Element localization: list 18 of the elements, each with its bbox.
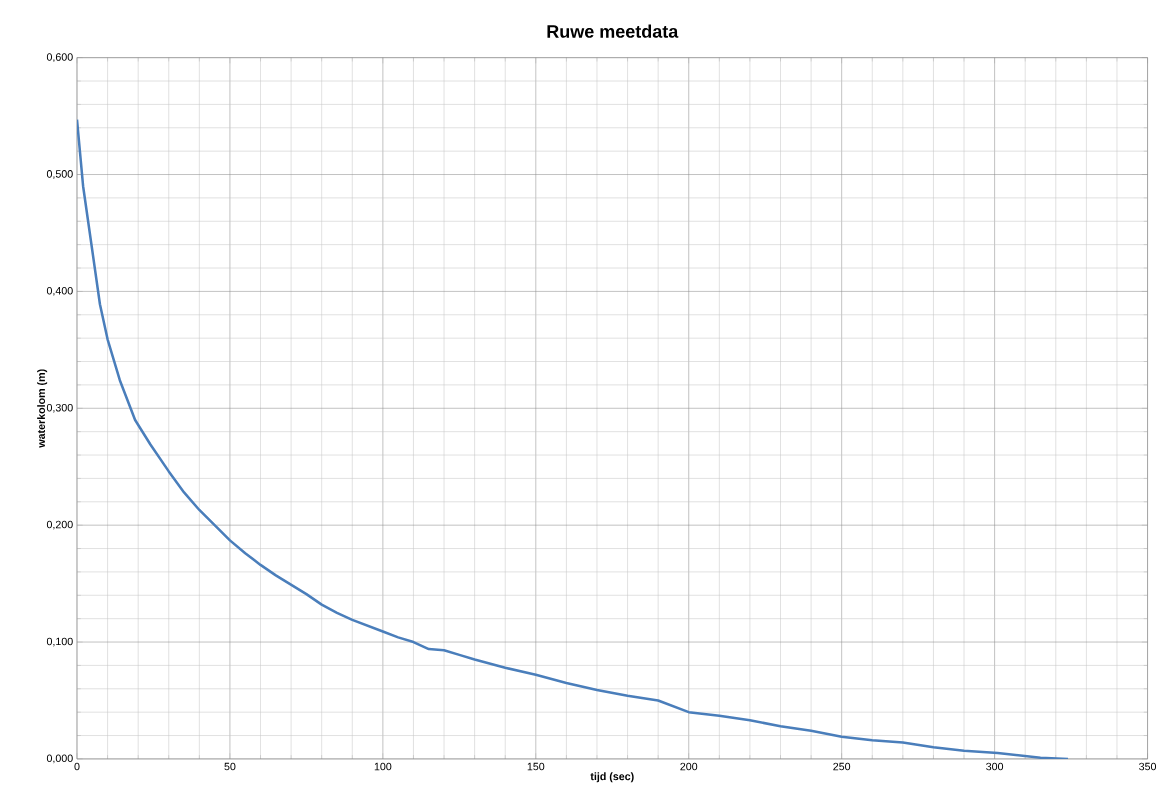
x-tick-label: 300 — [986, 762, 1004, 771]
y-tick-label: 0,400 — [46, 287, 73, 296]
x-tick-label: 150 — [527, 762, 545, 771]
x-tick-label: 250 — [833, 762, 851, 771]
y-tick-label: 0,100 — [46, 637, 73, 647]
y-axis-title: waterkolom (m) — [37, 369, 48, 448]
x-tick-label: 50 — [224, 762, 236, 771]
y-tick-label: 0,200 — [46, 520, 73, 530]
x-tick-label: 100 — [374, 762, 392, 771]
y-tick-label: 0,000 — [46, 754, 73, 764]
y-tick-label: 0,500 — [46, 170, 73, 179]
chart-title: Ruwe meetdata — [547, 24, 679, 38]
x-axis-title: tijd (sec) — [590, 772, 634, 783]
x-tick-label: 350 — [1139, 762, 1157, 771]
y-tick-label: 0,600 — [46, 53, 73, 63]
y-tick-label: 0,300 — [46, 403, 73, 413]
x-tick-label: 200 — [680, 762, 698, 771]
x-tick-label: 0 — [74, 762, 80, 771]
